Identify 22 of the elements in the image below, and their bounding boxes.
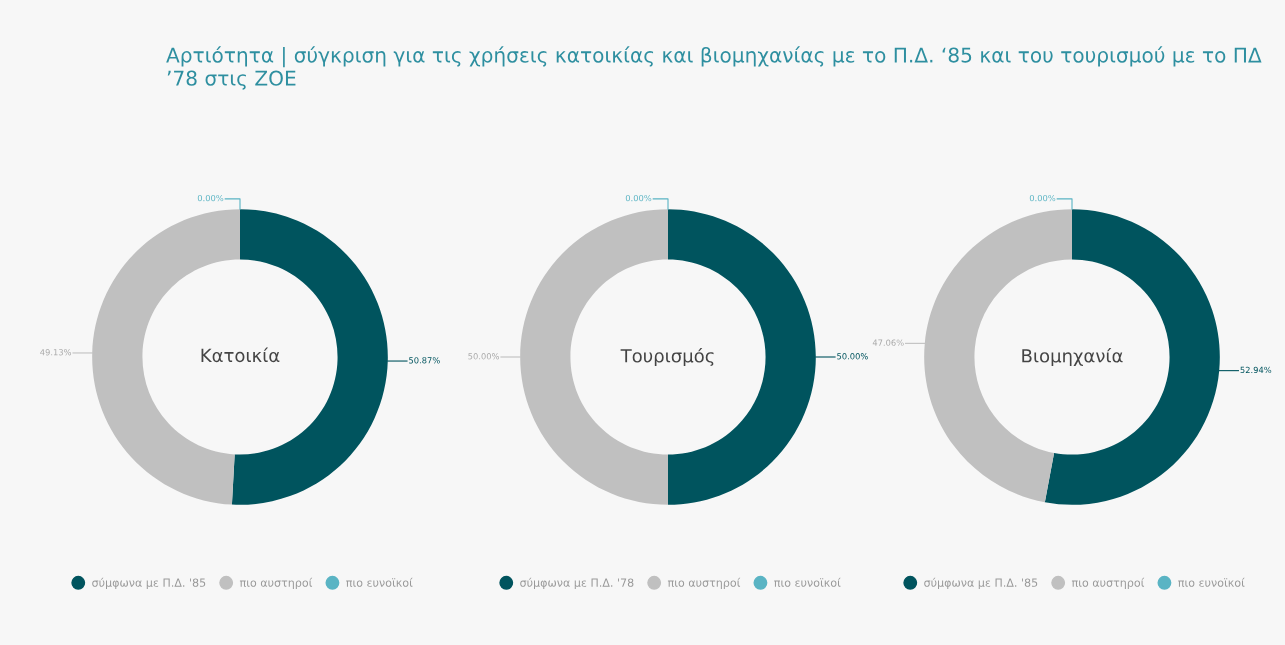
- data-label: 47.06%: [872, 339, 904, 346]
- data-label: 50.00%: [468, 353, 500, 360]
- legend-label: πιο ευνοϊκοί: [1178, 577, 1245, 587]
- text: 0.00%: [1029, 194, 1056, 202]
- legend-label: πιο ευνοϊκοί: [346, 577, 413, 587]
- data-label: 50.87%: [409, 357, 440, 364]
- text: Κατοικία: [201, 347, 280, 363]
- legend-label: πιο αυστηροί: [667, 577, 741, 589]
- legend-label: σύμφωνα με Π.Δ. '78: [520, 577, 634, 589]
- legend-label: πιο αυστηροί: [1071, 577, 1145, 589]
- text: Βιομηχανία: [1022, 347, 1123, 367]
- text: 0.00%: [625, 194, 652, 202]
- legend-label: πιο αυστηροί: [239, 577, 313, 589]
- text: 0.00%: [197, 194, 224, 202]
- data-label: 50.00%: [837, 353, 868, 360]
- data-label: 49.13%: [40, 349, 72, 356]
- legend-label: σύμφωνα με Π.Δ. '85: [924, 577, 1038, 589]
- legend-label: σύμφωνα με Π.Δ. '85: [92, 577, 206, 589]
- text: Τουρισμός: [620, 347, 714, 367]
- data-label: 52.94%: [1240, 366, 1272, 374]
- legend-label: πιο ευνοϊκοί: [774, 577, 841, 587]
- text: Αρτιότητα | σύγκριση για τις χρήσεις κατοικίας και βιομηχανίας με το Π.Δ. ‘85 και του τουρισμού με το ΠΔ ’78 στις ΖΟΕ: [166, 46, 1262, 90]
